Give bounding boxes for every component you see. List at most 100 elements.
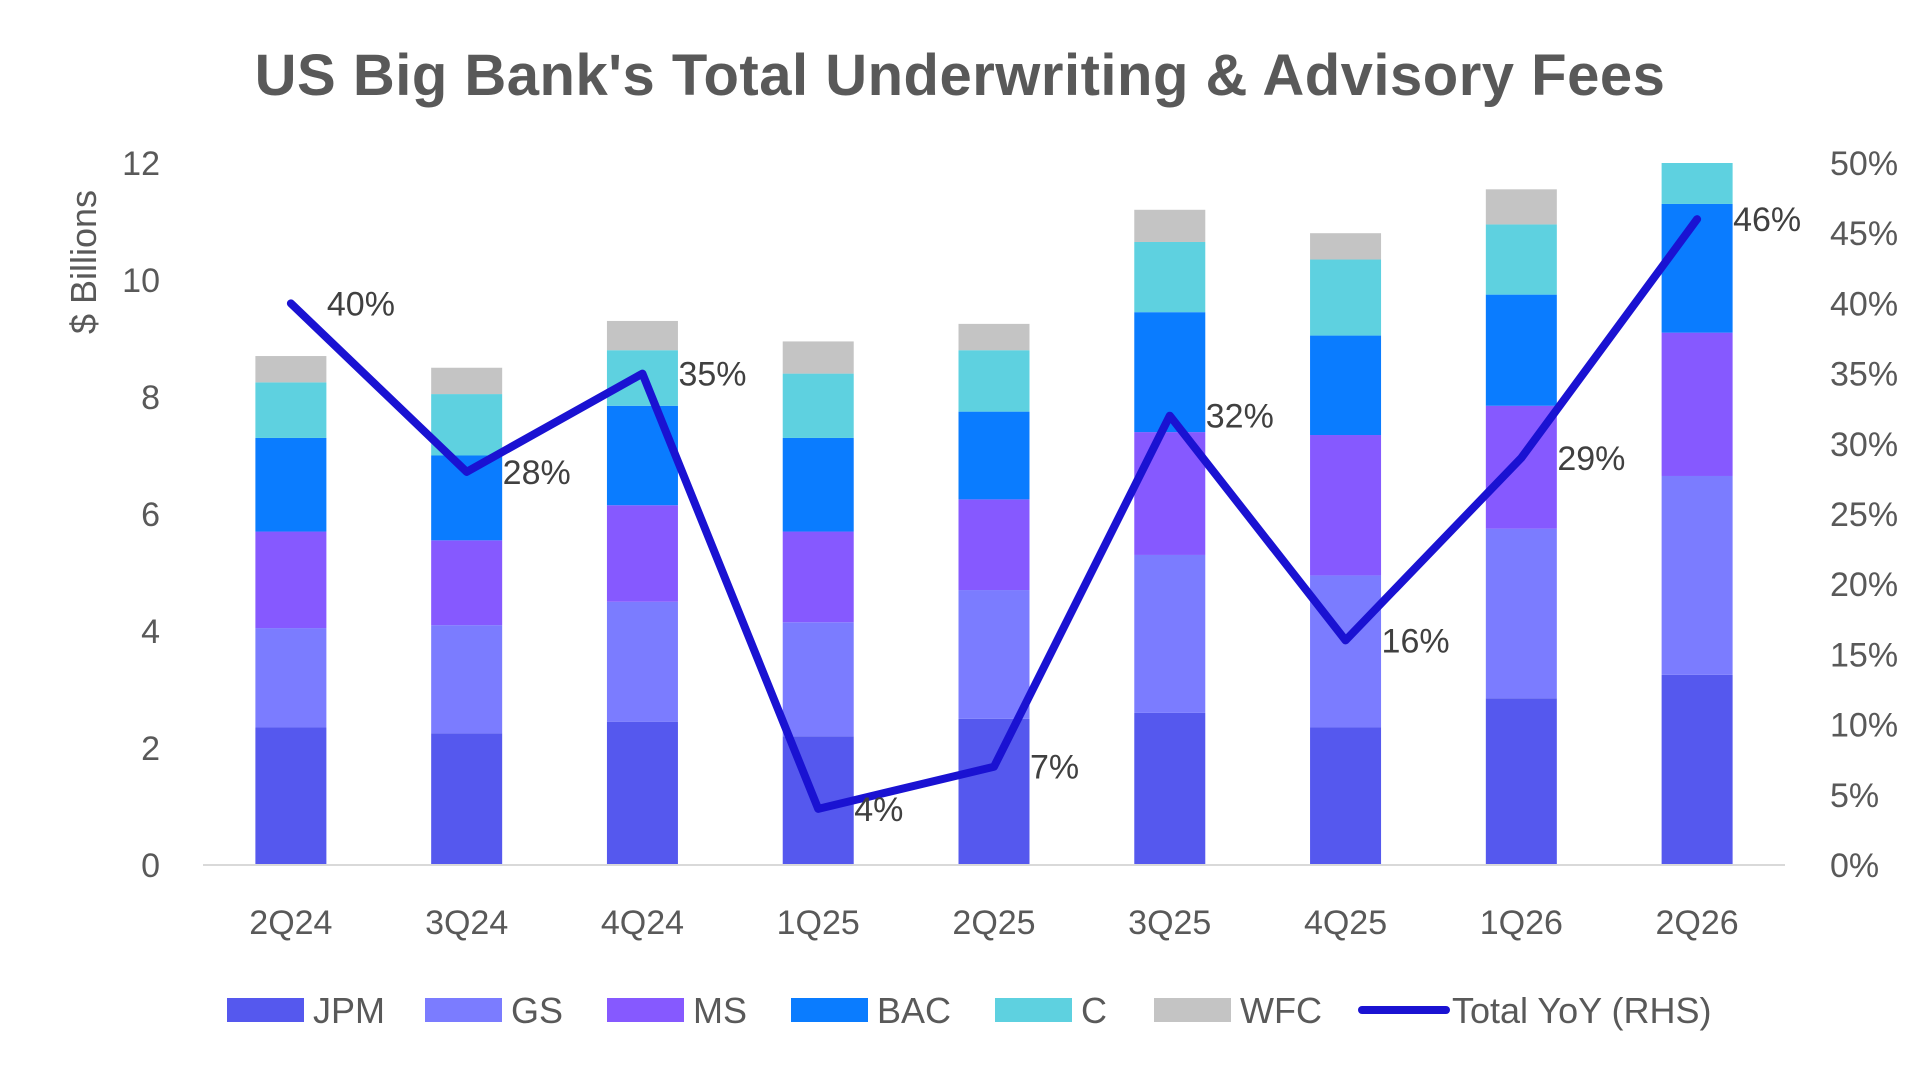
yoy-line [286,215,1702,813]
legend-swatch [227,998,304,1022]
legend-swatch [425,998,502,1022]
y-tick-label: 2 [141,730,160,768]
bar-ms-3q24 [431,540,503,626]
legend-label: C [1081,990,1107,1031]
legend-item-total: Total YoY (RHS) [1358,990,1711,1031]
bar-ms-1q25 [782,531,854,623]
bar-wfc-2q24 [255,356,327,383]
labels-layer: 40% 28% 35% 4% 7% 32% 16% 29% 46% [327,201,1801,829]
x-tick-label: 2Q24 [249,904,332,942]
y2-tick-label: 45% [1830,215,1898,253]
y2-tick-label: 10% [1830,707,1898,745]
bar-bac-1q25 [782,437,854,532]
legend-swatch [995,998,1072,1022]
x-tick-label: 2Q25 [952,904,1035,942]
legend-swatch [791,998,868,1022]
y-tick-label: 0 [141,847,160,885]
yoy-data-label: 7% [1030,749,1079,787]
bar-gs-2q26 [1661,475,1733,675]
bar-ms-4q24 [606,505,678,602]
legend-item-bac: BAC [791,990,951,1031]
legend-item-jpm: JPM [227,990,385,1031]
bar-gs-4q24 [606,601,678,722]
bar-gs-1q26 [1485,528,1557,699]
legend-item-ms: MS [607,990,747,1031]
y2-tick-label: 0% [1830,847,1879,885]
yoy-data-label: 40% [327,285,395,323]
y2-tick-label: 35% [1830,356,1898,394]
bar-wfc-4q25 [1310,233,1382,260]
bar-wfc-4q24 [606,320,678,351]
bar-jpm-2q24 [255,727,327,865]
legend-item-c: C [995,990,1107,1031]
bar-wfc-2q25 [958,323,1030,351]
bar-bac-4q24 [606,405,678,506]
bar-jpm-3q25 [1134,712,1206,865]
bar-jpm-1q26 [1485,698,1557,865]
x-tick-label: 1Q25 [777,904,860,942]
line-layer [286,215,1702,813]
bar-wfc-3q24 [431,367,503,395]
bar-gs-4q25 [1310,575,1382,728]
bar-wfc-3q25 [1134,209,1206,242]
yoy-data-label: 46% [1733,201,1801,239]
bar-jpm-2q25 [958,718,1030,865]
bar-bac-4q25 [1310,335,1382,436]
bars-layer [255,163,1733,865]
bar-c-1q25 [782,373,854,438]
bar-c-2q26 [1661,163,1733,204]
bar-jpm-2q26 [1661,674,1733,865]
bar-c-2q24 [255,382,327,438]
yoy-data-label: 35% [678,356,746,394]
y-tick-label: 12 [122,145,160,183]
legend-label: MS [693,990,747,1031]
bar-gs-3q24 [431,625,503,734]
x-tick-label: 2Q26 [1656,904,1739,942]
legend-swatch [607,998,684,1022]
chart-title: US Big Bank's Total Underwriting & Advis… [254,43,1666,108]
x-tick-label: 4Q24 [601,904,684,942]
axis-layer: 0 2 4 6 8 10 12 0% 5% 10% 15% 20% 25% 30% 35% 40% 45% 50%… [63,145,1898,942]
y2-tick-label: 5% [1830,777,1879,815]
bar-bac-2q25 [958,411,1030,500]
bar-jpm-4q25 [1310,727,1382,865]
y-tick-label: 10 [122,262,160,300]
yoy-data-label: 4% [854,791,903,829]
bar-gs-2q24 [255,628,327,728]
yoy-data-label: 32% [1206,398,1274,436]
legend-label: BAC [877,990,951,1031]
yoy-data-label: 28% [503,454,571,492]
y2-tick-label: 50% [1830,145,1898,183]
x-tick-label: 4Q25 [1304,904,1387,942]
yoy-data-label: 29% [1557,440,1625,478]
bar-wfc-1q26 [1485,189,1557,225]
bar-ms-2q24 [255,531,327,629]
y-tick-label: 4 [141,613,160,651]
bar-jpm-3q24 [431,733,503,865]
bar-ms-2q26 [1661,332,1733,476]
yoy-data-label: 16% [1382,622,1450,660]
bar-c-1q26 [1485,224,1557,295]
y2-tick-label: 25% [1830,496,1898,534]
bar-gs-1q25 [782,622,854,737]
y2-tick-label: 30% [1830,426,1898,464]
bar-c-3q25 [1134,241,1206,313]
legend-swatch [1154,998,1231,1022]
bar-ms-3q25 [1134,432,1206,555]
x-tick-label: 3Q25 [1128,904,1211,942]
bar-bac-2q24 [255,437,327,532]
bar-gs-2q25 [958,590,1030,719]
legend-item-wfc: WFC [1154,990,1322,1031]
legend-label: WFC [1240,990,1322,1031]
bar-ms-4q25 [1310,435,1382,576]
legend: JPM GS MS BAC C WFC Total YoY (RHS) [227,990,1711,1031]
legend-label: JPM [313,990,385,1031]
bar-gs-3q25 [1134,554,1206,713]
y-tick-label: 8 [141,379,160,417]
y-axis-label: $ Billions [63,190,104,334]
y2-tick-label: 40% [1830,285,1898,323]
bar-wfc-1q25 [782,341,854,374]
bar-ms-2q25 [958,499,1030,591]
y-tick-label: 6 [141,496,160,534]
